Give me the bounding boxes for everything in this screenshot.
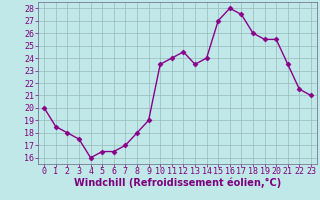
X-axis label: Windchill (Refroidissement éolien,°C): Windchill (Refroidissement éolien,°C) [74,177,281,188]
